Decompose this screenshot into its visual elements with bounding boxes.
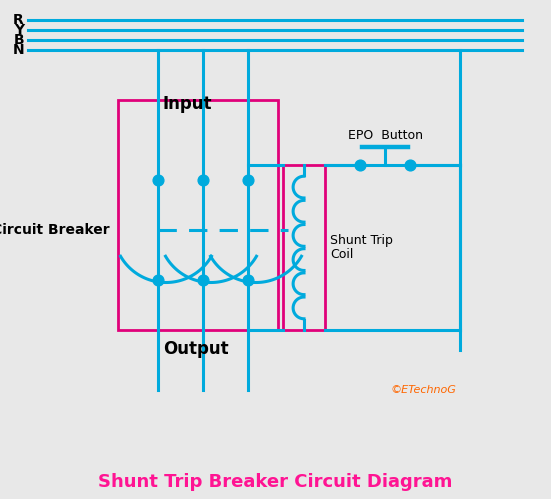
Text: Output: Output [163, 340, 229, 358]
Point [198, 276, 207, 284]
Bar [118, 100, 278, 330]
Text: Input: Input [163, 95, 213, 113]
Bar [283, 165, 325, 330]
Text: Y: Y [14, 23, 24, 37]
Text: R: R [13, 13, 24, 27]
Text: Circuit Breaker: Circuit Breaker [0, 223, 110, 237]
Point [154, 176, 163, 184]
Text: Shunt Trip
Coil: Shunt Trip Coil [330, 234, 393, 261]
Text: B: B [13, 33, 24, 47]
Point [244, 176, 252, 184]
Text: ©ETechnoG: ©ETechnoG [390, 385, 456, 395]
Point [198, 176, 207, 184]
Point [355, 161, 364, 169]
Point [244, 276, 252, 284]
Text: Shunt Trip Breaker Circuit Diagram: Shunt Trip Breaker Circuit Diagram [98, 473, 452, 491]
Text: N: N [12, 43, 24, 57]
Point [406, 161, 414, 169]
Text: EPO  Button: EPO Button [348, 129, 423, 142]
Point [154, 276, 163, 284]
